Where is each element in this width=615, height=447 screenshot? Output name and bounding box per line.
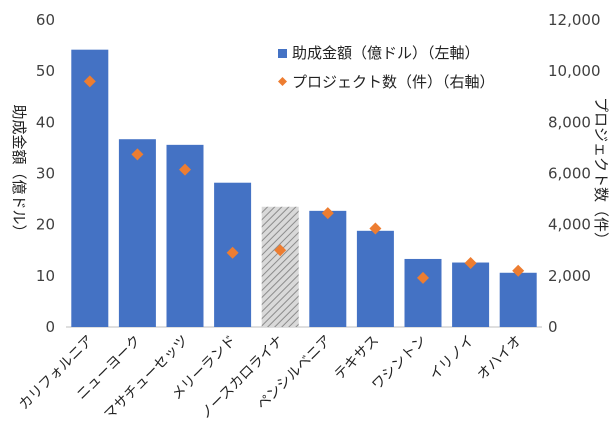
right-tick-label: 4,000: [548, 216, 591, 234]
left-tick-label: 0: [45, 318, 55, 336]
left-axis-ticks: 0 10 20 30 40 50 60: [36, 11, 55, 336]
bar-series: [71, 49, 537, 327]
legend-diamond-swatch: [278, 77, 287, 86]
bar: [452, 262, 490, 327]
bar: [118, 139, 156, 327]
bar: [499, 272, 537, 327]
right-axis-ticks: 0 2,000 4,000 6,000 8,000 10,000 12,000: [548, 11, 601, 336]
right-tick-label: 2,000: [548, 267, 591, 285]
left-tick-label: 10: [36, 267, 55, 285]
bar: [71, 49, 109, 327]
category-label: マサチューセッツ: [101, 333, 192, 424]
diamond-marker: [274, 244, 287, 257]
legend: 助成金額（億ドル）（左軸） プロジェクト数（件）（右軸）: [278, 44, 495, 91]
bar: [356, 230, 394, 327]
right-tick-label: 8,000: [548, 113, 591, 131]
bar: [309, 210, 347, 327]
left-tick-label: 60: [36, 11, 55, 29]
left-tick-label: 40: [36, 113, 55, 131]
legend-diamond-label: プロジェクト数（件）（右軸）: [292, 73, 495, 91]
left-tick-label: 30: [36, 165, 55, 183]
diamond-marker: [131, 148, 144, 161]
diamond-marker: [226, 246, 239, 259]
right-tick-label: 6,000: [548, 165, 591, 183]
category-label: ノースカロライナ: [197, 333, 287, 423]
right-axis-title: プロジェクト数（件）: [592, 97, 610, 247]
left-axis-title: 助成金額（億ドル）: [10, 104, 28, 239]
diamond-marker: [369, 222, 382, 235]
diamond-marker: [321, 207, 334, 220]
diamond-marker: [512, 264, 525, 277]
category-label: イリノイ: [427, 333, 478, 384]
category-label: オハイオ: [474, 333, 525, 384]
category-labels: カリフォルニアニューヨークマサチューセッツメリーランドノースカロライナペンシルベ…: [16, 333, 525, 424]
diamond-marker: [179, 163, 191, 176]
right-tick-label: 10,000: [548, 62, 601, 80]
right-tick-label: 12,000: [548, 11, 601, 29]
diamond-marker: [83, 75, 96, 88]
left-tick-label: 50: [36, 62, 55, 80]
bar: [261, 206, 299, 327]
diamond-marker: [417, 271, 429, 284]
legend-bar-swatch: [278, 49, 287, 58]
bar: [404, 258, 442, 327]
legend-bar-label: 助成金額（億ドル）（左軸）: [292, 44, 480, 62]
diamond-marker: [464, 257, 477, 270]
diamond-series: [83, 75, 525, 284]
right-tick-label: 0: [548, 318, 558, 336]
left-tick-label: 20: [36, 216, 55, 234]
